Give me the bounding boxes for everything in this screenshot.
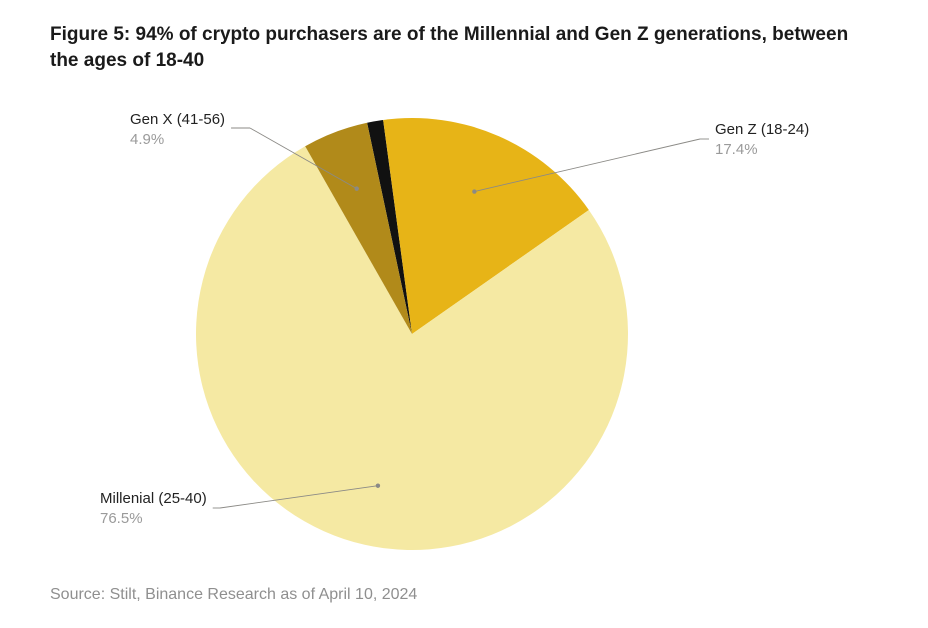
slice-label-name: Millenial (25-40) [100,489,207,509]
slice-label-name: Gen Z (18-24) [715,120,809,140]
slice-label: Millenial (25-40)76.5% [100,489,207,530]
slice-label-pct: 17.4% [715,140,809,160]
slice-label-pct: 76.5% [100,509,207,529]
slice-label: Gen X (41-56)4.9% [130,110,225,151]
leader-dot [355,186,359,190]
slice-label: Gen Z (18-24)17.4% [715,120,809,161]
slice-label-pct: 4.9% [130,130,225,150]
source-caption: Source: Stilt, Binance Research as of Ap… [50,586,417,604]
slice-label-name: Gen X (41-56) [130,110,225,130]
pie-chart: Gen Z (18-24)17.4% Millenial (25-40)76.5%… [0,64,928,584]
